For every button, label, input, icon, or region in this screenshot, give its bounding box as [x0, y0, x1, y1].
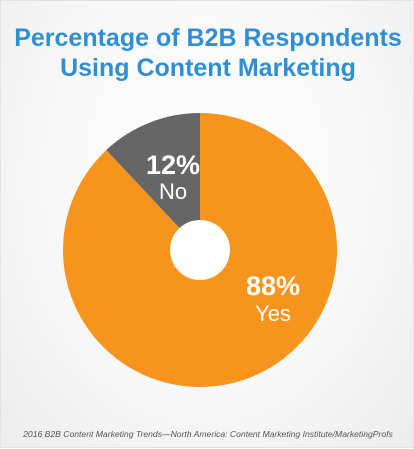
slice-value-label-yes: 88%: [246, 271, 300, 301]
donut-hole: [170, 220, 230, 280]
pie-slice-no: [106, 113, 200, 250]
chart-title-line-2: Using Content Marketing: [60, 54, 356, 82]
chart-title-line-1: Percentage of B2B Respondents: [14, 24, 402, 52]
source-citation: 2016 B2B Content Marketing Trends—North …: [23, 429, 393, 439]
slice-category-label-yes: Yes: [255, 301, 291, 326]
slice-category-label-no: No: [159, 179, 187, 204]
slice-value-label-no: 12%: [146, 150, 200, 180]
chart-title: Percentage of B2B Respondents Using Cont…: [1, 23, 414, 83]
